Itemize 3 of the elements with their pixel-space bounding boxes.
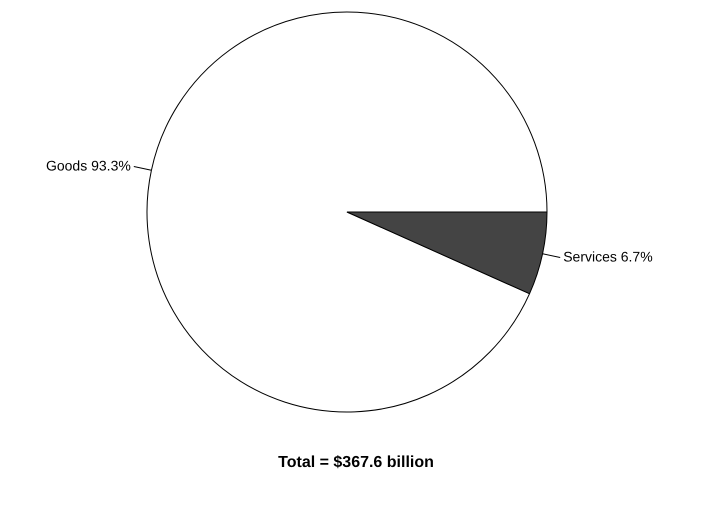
text: Total = $367.6 billion — [277, 454, 435, 472]
slice-label: Goods 93.3% — [46, 157, 131, 174]
slice-label: Services 6.7% — [563, 248, 653, 264]
